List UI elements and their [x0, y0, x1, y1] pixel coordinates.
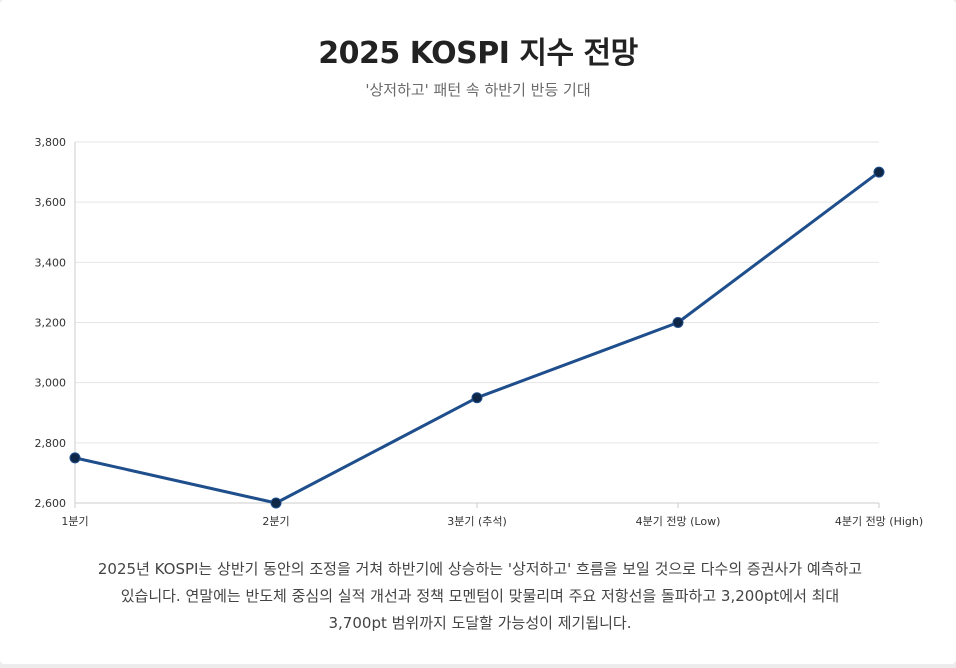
chart-description: 2025년 KOSPI는 상반기 동안의 조정을 거쳐 하반기에 상승하는 '상…	[97, 560, 863, 632]
chart-title: 2025 KOSPI 지수 전망	[318, 36, 638, 71]
series-line	[73, 170, 881, 505]
data-point[interactable]	[471, 392, 483, 404]
line-chart: 2,600 2,800 3,000 3,200 3,400 3,600 3,800 1분기 2분…	[35, 136, 924, 528]
line-layer	[73, 170, 881, 505]
y-tick-label: 2,800	[35, 437, 67, 450]
x-tick-label: 1분기	[61, 515, 88, 528]
axis-layer: 2,600 2,800 3,000 3,200 3,400 3,600 3,800 1분기 2분…	[35, 136, 924, 528]
y-tick-label: 3,200	[35, 317, 67, 330]
y-tick-label: 3,800	[35, 136, 67, 149]
x-tick-label: 3분기 (추석)	[447, 515, 507, 528]
y-tick-label: 3,400	[35, 256, 67, 269]
y-tick-label: 2,600	[35, 497, 67, 510]
point-layer	[69, 166, 885, 509]
y-tick-label: 3,600	[35, 196, 67, 209]
chart-subtitle: '상저하고' 패턴 속 하반기 반등 기대	[365, 81, 591, 99]
data-point[interactable]	[270, 497, 282, 509]
x-tick-label: 4분기 전망 (High)	[835, 515, 923, 528]
grid-layer	[75, 141, 879, 504]
x-tick-label: 2분기	[262, 515, 289, 528]
x-tick-label: 4분기 전망 (Low)	[636, 515, 721, 528]
data-point[interactable]	[69, 452, 81, 464]
data-point[interactable]	[873, 166, 885, 178]
data-point[interactable]	[672, 317, 684, 328]
y-tick-label: 3,000	[35, 377, 67, 390]
